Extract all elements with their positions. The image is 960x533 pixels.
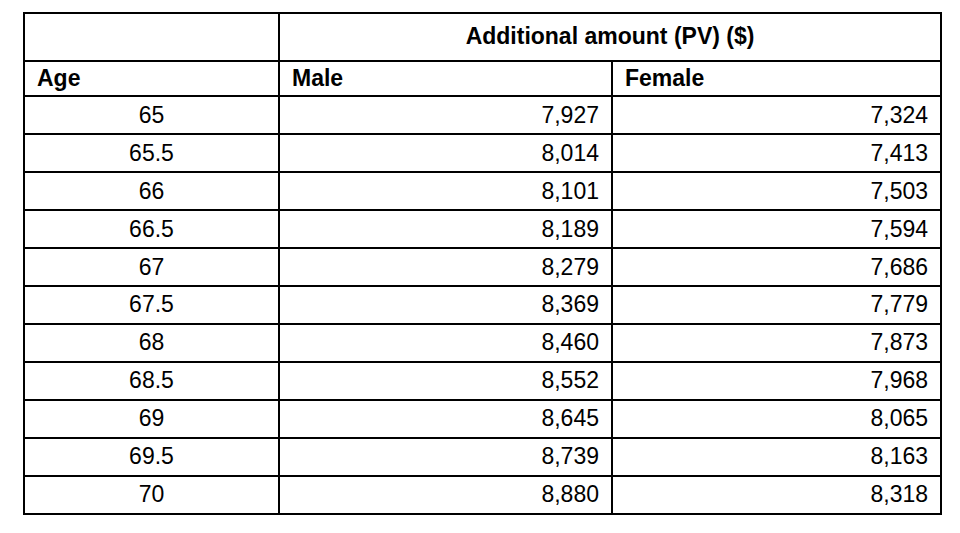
additional-amount-table: Additional amount (PV) ($) Age Male Fema… [23, 12, 942, 515]
column-header-female: Female [612, 61, 941, 96]
female-amount-cell: 7,324 [612, 96, 941, 134]
table-row: 66 8,101 7,503 [24, 172, 941, 210]
female-amount-cell: 7,968 [612, 362, 941, 400]
age-cell: 65 [24, 96, 279, 134]
female-amount-cell: 8,318 [612, 476, 941, 514]
age-cell: 67 [24, 248, 279, 286]
column-header-age: Age [24, 61, 279, 96]
male-amount-cell: 8,014 [279, 134, 612, 172]
male-amount-cell: 8,369 [279, 286, 612, 324]
empty-corner-cell [24, 13, 279, 61]
female-amount-cell: 7,779 [612, 286, 941, 324]
age-cell: 69 [24, 400, 279, 438]
age-cell: 66 [24, 172, 279, 210]
female-amount-cell: 8,065 [612, 400, 941, 438]
page: Additional amount (PV) ($) Age Male Fema… [0, 0, 960, 533]
table-row: 68 8,460 7,873 [24, 324, 941, 362]
age-cell: 70 [24, 476, 279, 514]
column-header-male: Male [279, 61, 612, 96]
age-cell: 68.5 [24, 362, 279, 400]
table-row: 65 7,927 7,324 [24, 96, 941, 134]
male-amount-cell: 8,880 [279, 476, 612, 514]
age-cell: 66.5 [24, 210, 279, 248]
table-row: 69.5 8,739 8,163 [24, 438, 941, 476]
female-amount-cell: 8,163 [612, 438, 941, 476]
table-row: 69 8,645 8,065 [24, 400, 941, 438]
table-row: 65.5 8,014 7,413 [24, 134, 941, 172]
age-cell: 67.5 [24, 286, 279, 324]
table-row: 68.5 8,552 7,968 [24, 362, 941, 400]
male-amount-cell: 8,101 [279, 172, 612, 210]
table-body: 65 7,927 7,324 65.5 8,014 7,413 66 8,101… [24, 96, 941, 514]
spanning-header: Additional amount (PV) ($) [279, 13, 941, 61]
male-amount-cell: 8,645 [279, 400, 612, 438]
column-header-row: Age Male Female [24, 61, 941, 96]
male-amount-cell: 7,927 [279, 96, 612, 134]
female-amount-cell: 7,873 [612, 324, 941, 362]
age-cell: 68 [24, 324, 279, 362]
age-cell: 69.5 [24, 438, 279, 476]
male-amount-cell: 8,460 [279, 324, 612, 362]
male-amount-cell: 8,279 [279, 248, 612, 286]
male-amount-cell: 8,552 [279, 362, 612, 400]
table-row: 67 8,279 7,686 [24, 248, 941, 286]
female-amount-cell: 7,594 [612, 210, 941, 248]
table-row: 67.5 8,369 7,779 [24, 286, 941, 324]
male-amount-cell: 8,739 [279, 438, 612, 476]
spanning-header-row: Additional amount (PV) ($) [24, 13, 941, 61]
table-row: 66.5 8,189 7,594 [24, 210, 941, 248]
female-amount-cell: 7,413 [612, 134, 941, 172]
age-cell: 65.5 [24, 134, 279, 172]
female-amount-cell: 7,686 [612, 248, 941, 286]
male-amount-cell: 8,189 [279, 210, 612, 248]
table-row: 70 8,880 8,318 [24, 476, 941, 514]
female-amount-cell: 7,503 [612, 172, 941, 210]
